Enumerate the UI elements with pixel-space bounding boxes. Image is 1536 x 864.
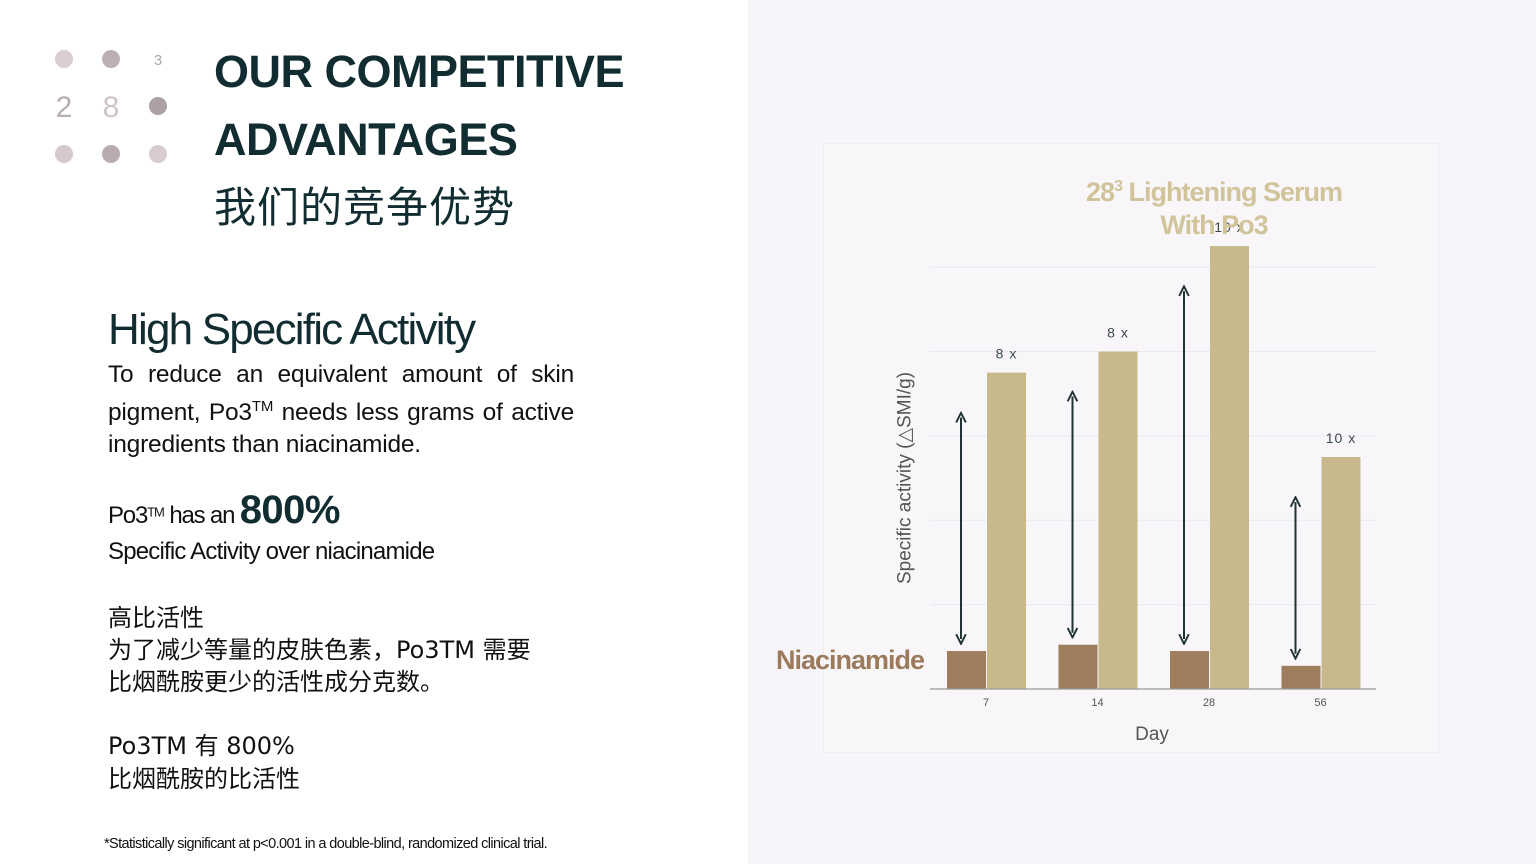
page-title-cn: 我们的竞争优势 [214, 183, 516, 232]
series-label-niacinamide: Niacinamide [776, 645, 925, 675]
logo-dot [55, 50, 73, 68]
bar-serum [987, 372, 1026, 689]
logo-dot [102, 145, 120, 163]
serum-label-sup: 3 [1114, 178, 1123, 195]
x-axis-label: Day [1135, 724, 1169, 745]
stat-value: 800% [239, 488, 341, 532]
title-line-2: ADVANTAGES [214, 114, 518, 165]
data-label: 8 x [1107, 325, 1129, 341]
logo-dot [55, 145, 73, 163]
title-line-1: OUR COMPETITIVE [214, 46, 625, 97]
cn-line: 为了减少等量的皮肤色素，Po3TM 需要 [108, 636, 531, 664]
data-label: 10 x [1326, 430, 1356, 446]
logo-dot [102, 50, 120, 68]
logo-dot [149, 97, 167, 115]
logo-dot [149, 145, 167, 163]
logo-digit: 8 [103, 91, 120, 124]
serum-label-line2: With Po3 [1160, 210, 1268, 240]
stat-mid: has an [163, 502, 240, 529]
paragraph-part-b: needs less grams of active ingredients t… [108, 399, 574, 459]
trademark: TM [251, 398, 274, 415]
trademark: TM [147, 504, 165, 520]
data-label: 10 x [1214, 219, 1244, 235]
serum-label-main: 28 [1086, 177, 1115, 207]
cn-stat: Po3TM 有 800% 比烟酰胺的比活性 [108, 730, 300, 796]
cn-stat-line: Po3TM 有 800% [108, 732, 295, 760]
stat-prefix: Po3 [108, 502, 148, 529]
x-tick-label: 14 [1091, 697, 1103, 709]
bar-chart: 8 x 7 8 x 14 10 x 28 10 x 56 [930, 219, 1376, 709]
x-tick-label: 56 [1314, 697, 1326, 709]
bar-serum [1098, 351, 1138, 689]
cn-line: 比烟酰胺更少的活性成分克数。 [108, 668, 444, 696]
data-label: 8 x [996, 346, 1018, 362]
logo-digit: 2 [56, 91, 73, 124]
body-paragraph: To reduce an equivalent amount of skin p… [108, 359, 574, 461]
serum-label-rest: Lightening Serum [1121, 177, 1343, 207]
section-heading: High Specific Activity [108, 305, 476, 354]
y-axis-label: Specific activity (△SMI/g) [894, 371, 916, 585]
bar-serum [1210, 246, 1249, 689]
bar-niacinamide [1058, 644, 1098, 689]
logo-digit: 3 [154, 52, 162, 69]
series-label-serum: 283 Lightening Serum With Po3 [1074, 170, 1354, 242]
stat-line-2: Specific Activity over niacinamide [108, 538, 435, 565]
cn-paragraph: 高比活性 为了减少等量的皮肤色素，Po3TM 需要 比烟酰胺更少的活性成分克数。 [108, 602, 588, 698]
page-title: OUR COMPETITIVE ADVANTAGES [214, 38, 625, 174]
bar-niacinamide [1281, 665, 1321, 689]
stat-line: Po3TM has an 800% [108, 488, 341, 533]
cn-line: 高比活性 [108, 604, 204, 632]
bar-niacinamide [1170, 651, 1209, 689]
bar-serum [1321, 457, 1361, 689]
x-tick-label: 7 [983, 697, 989, 709]
brand-logo: 3 2 8 [55, 50, 167, 163]
footnote: *Statistically significant at p<0.001 in… [104, 836, 548, 852]
x-tick-label: 28 [1203, 697, 1215, 709]
cn-stat-line: 比烟酰胺的比活性 [108, 765, 300, 793]
paragraph-part-a: To reduce an equivalent amount of skin p… [108, 361, 574, 427]
bar-niacinamide [947, 651, 986, 689]
